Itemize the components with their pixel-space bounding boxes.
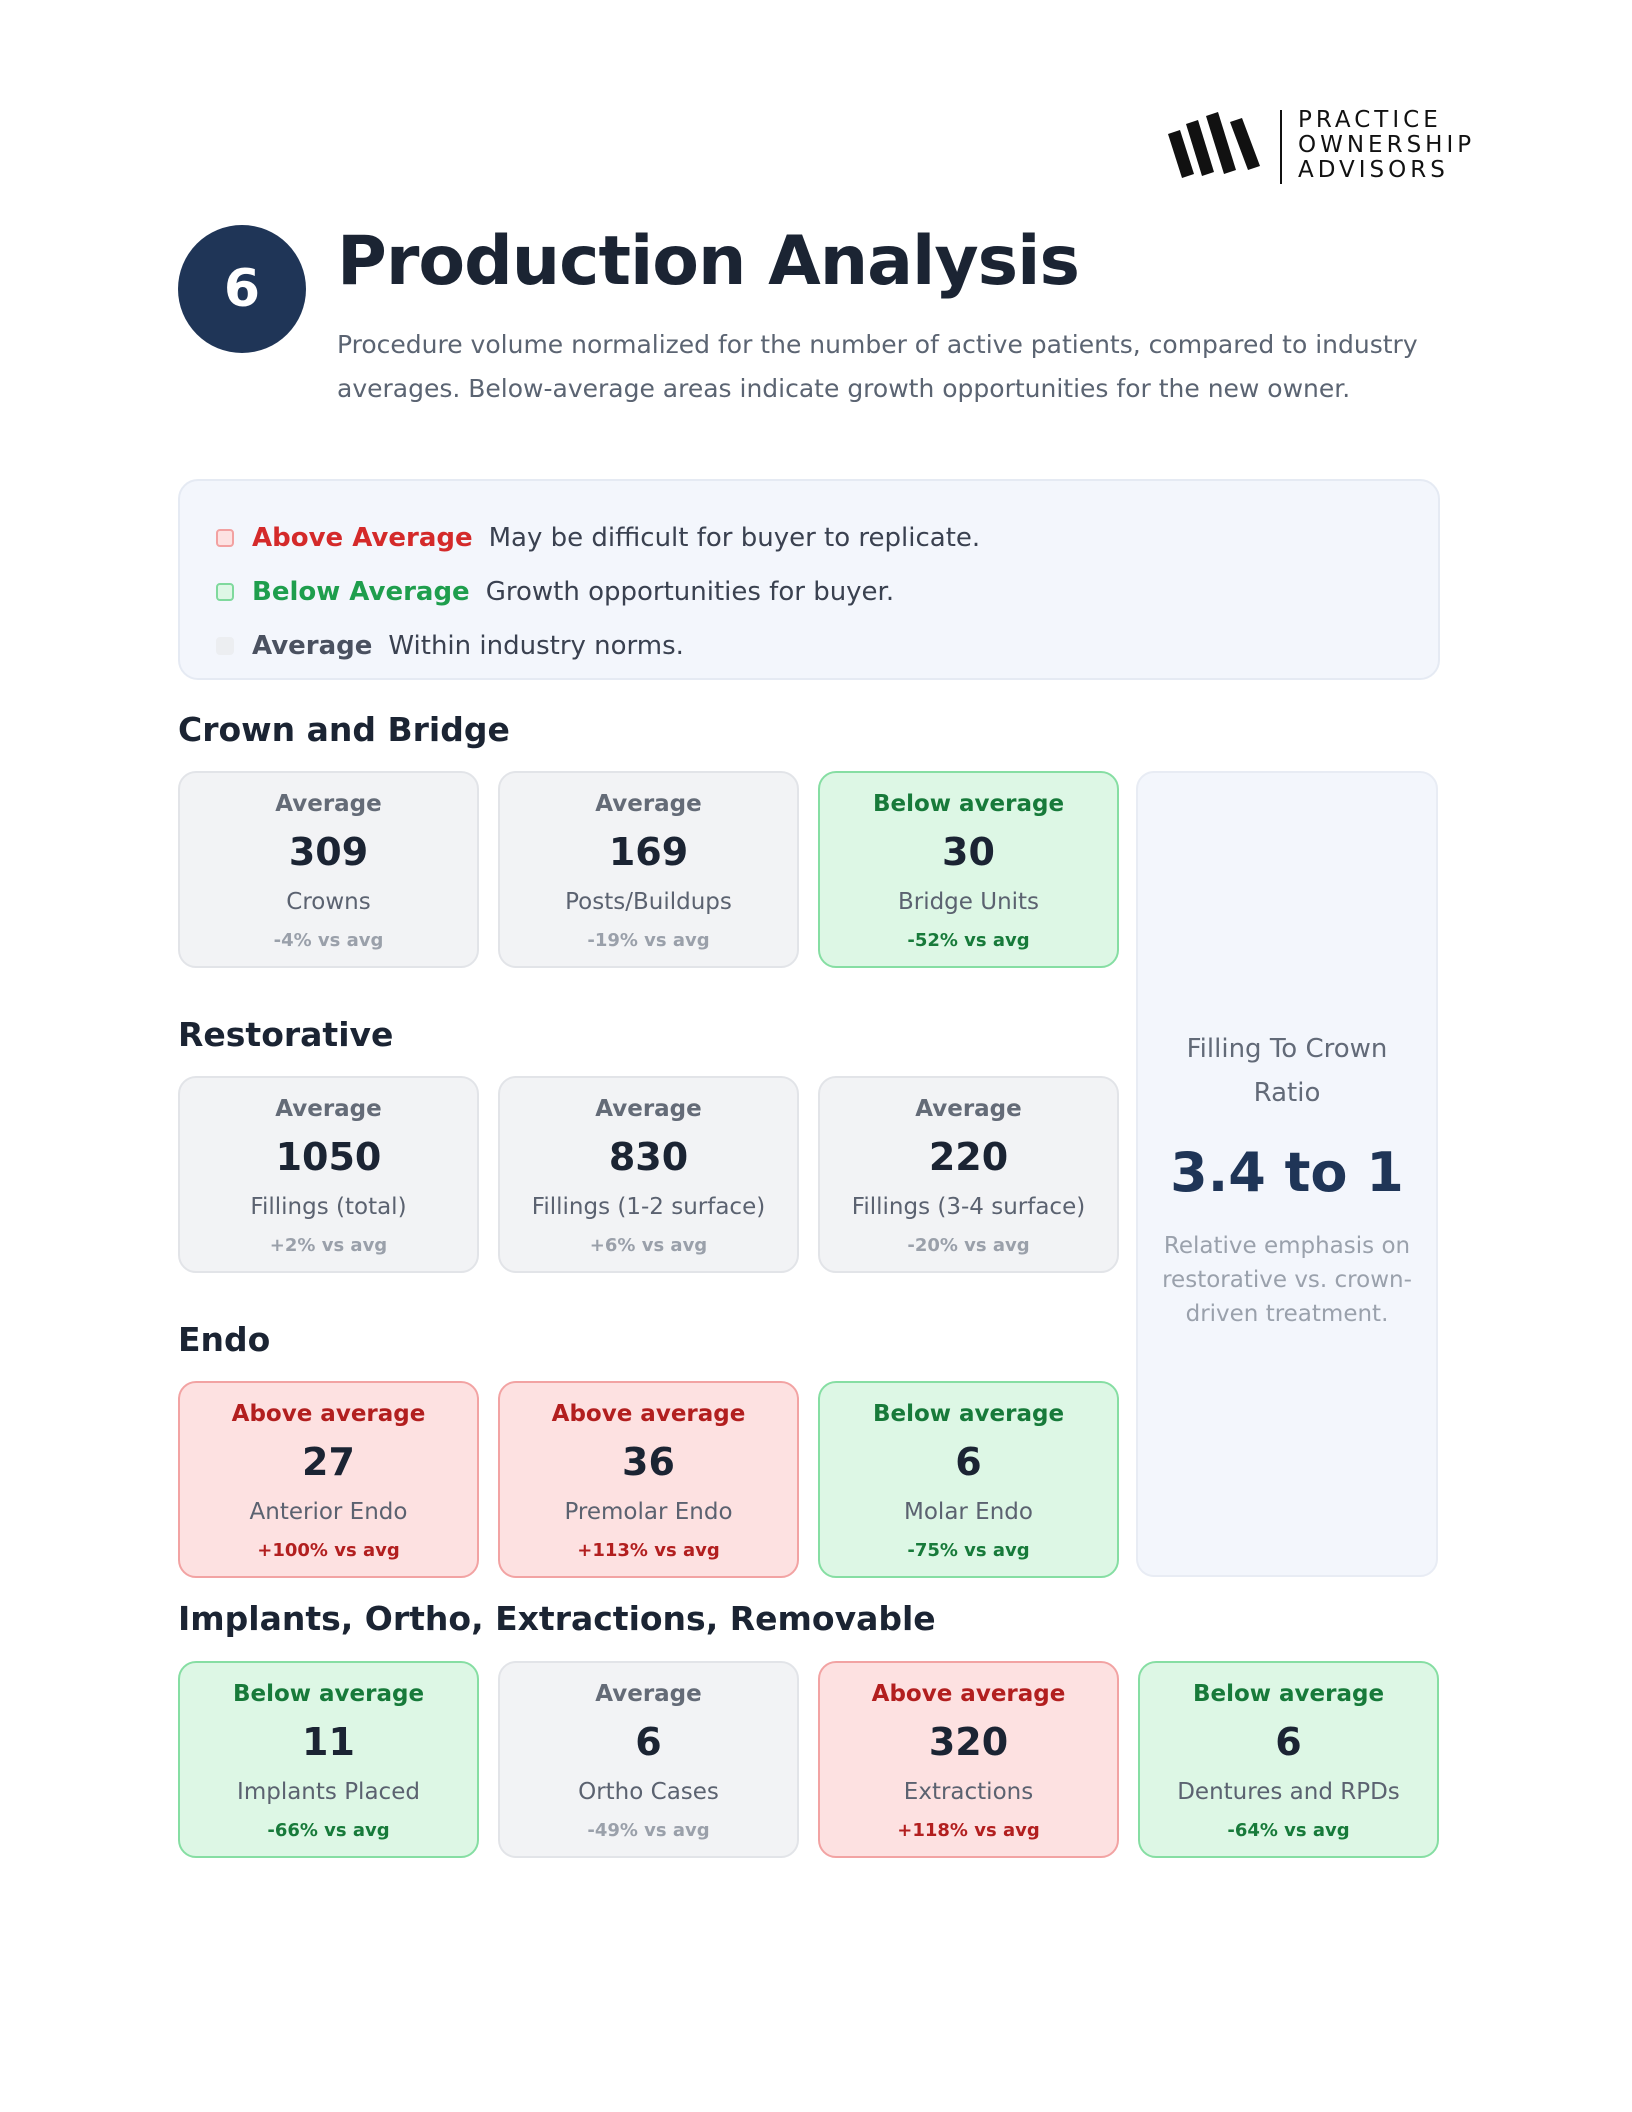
practice-ownership-advisors-logo: PRACTICE OWNERSHIP ADVISORS — [1168, 108, 1488, 186]
card-value: 830 — [608, 1135, 689, 1179]
metric-card-crowns: Average 309 Crowns -4% vs avg — [178, 771, 479, 968]
section-number-badge: 6 — [178, 225, 306, 353]
metric-card-anterior-endo: Above average 27 Anterior Endo +100% vs … — [178, 1381, 479, 1578]
card-value: 30 — [942, 830, 995, 874]
card-status: Below average — [232, 1681, 425, 1707]
logo-divider — [1280, 110, 1282, 184]
card-label: Fillings (1-2 surface) — [531, 1194, 766, 1220]
legend-item-below: Below Average Growth opportunities for b… — [216, 565, 1438, 619]
card-label: Ortho Cases — [578, 1779, 719, 1805]
card-status: Above average — [231, 1401, 426, 1427]
card-label: Dentures and RPDs — [1177, 1779, 1400, 1805]
card-status: Below average — [872, 791, 1065, 817]
below-average-swatch-icon — [216, 583, 234, 601]
legend-key: Above Average — [252, 523, 473, 553]
legend-item-average: Average Within industry norms. — [216, 619, 1438, 673]
card-value: 6 — [635, 1720, 662, 1764]
card-label: Fillings (total) — [250, 1194, 407, 1220]
metric-card-extractions: Above average 320 Extractions +118% vs a… — [818, 1661, 1119, 1858]
card-delta: -19% vs avg — [587, 930, 710, 951]
card-label: Molar Endo — [904, 1499, 1033, 1525]
card-delta: +100% vs avg — [257, 1540, 400, 1561]
card-status: Above average — [551, 1401, 746, 1427]
card-status: Above average — [871, 1681, 1066, 1707]
page-title: Production Analysis — [337, 222, 1080, 301]
card-status: Below average — [872, 1401, 1065, 1427]
card-status: Average — [595, 1681, 702, 1707]
card-value: 6 — [955, 1440, 982, 1484]
card-label: Premolar Endo — [564, 1499, 733, 1525]
card-status: Average — [595, 1096, 702, 1122]
legend-key: Below Average — [252, 577, 470, 607]
metric-card-implants-placed: Below average 11 Implants Placed -66% vs… — [178, 1661, 479, 1858]
card-label: Fillings (3-4 surface) — [851, 1194, 1086, 1220]
metric-card-molar-endo: Below average 6 Molar Endo -75% vs avg — [818, 1381, 1119, 1578]
section-heading-restorative: Restorative — [178, 1015, 394, 1054]
section-heading-crown-bridge: Crown and Bridge — [178, 710, 510, 749]
card-status: Average — [595, 791, 702, 817]
card-value: 169 — [608, 830, 689, 874]
card-delta: +118% vs avg — [897, 1820, 1040, 1841]
average-swatch-icon — [216, 637, 234, 655]
card-delta: -4% vs avg — [273, 930, 384, 951]
legend-box: Above Average May be difficult for buyer… — [178, 479, 1440, 680]
legend-description: Within industry norms. — [388, 631, 684, 661]
card-delta: -49% vs avg — [587, 1820, 710, 1841]
logo-line: PRACTICE — [1298, 107, 1442, 133]
card-label: Posts/Buildups — [565, 889, 732, 915]
card-delta: -20% vs avg — [907, 1235, 1030, 1256]
card-label: Crowns — [286, 889, 371, 915]
logo-line: OWNERSHIP — [1298, 132, 1476, 158]
card-value: 1050 — [275, 1135, 382, 1179]
card-delta: -75% vs avg — [907, 1540, 1030, 1561]
card-delta: +6% vs avg — [589, 1235, 708, 1256]
metric-card-posts-buildups: Average 169 Posts/Buildups -19% vs avg — [498, 771, 799, 968]
ratio-note: Relative emphasis on restorative vs. cro… — [1162, 1233, 1412, 1327]
legend-key: Average — [252, 631, 373, 661]
filling-to-crown-ratio-panel: Filling To Crown Ratio 3.4 to 1 Relative… — [1136, 771, 1438, 1577]
page-subtitle: Procedure volume normalized for the numb… — [337, 330, 1418, 403]
metric-card-fillings-total: Average 1050 Fillings (total) +2% vs avg — [178, 1076, 479, 1273]
logo-line: ADVISORS — [1298, 157, 1449, 183]
card-status: Below average — [1192, 1681, 1385, 1707]
legend-item-above: Above Average May be difficult for buyer… — [216, 511, 1438, 565]
legend-description: May be difficult for buyer to replicate. — [488, 523, 981, 553]
card-status: Average — [275, 1096, 382, 1122]
legend-description: Growth opportunities for buyer. — [485, 577, 895, 607]
card-status: Average — [275, 791, 382, 817]
card-value: 6 — [1275, 1720, 1302, 1764]
card-label: Bridge Units — [897, 889, 1040, 915]
card-status: Average — [915, 1096, 1022, 1122]
card-delta: -52% vs avg — [907, 930, 1030, 951]
card-delta: +2% vs avg — [269, 1235, 388, 1256]
card-delta: +113% vs avg — [577, 1540, 720, 1561]
above-average-swatch-icon — [216, 529, 234, 547]
metric-card-bridge-units: Below average 30 Bridge Units -52% vs av… — [818, 771, 1119, 968]
card-delta: -64% vs avg — [1227, 1820, 1350, 1841]
card-value: 309 — [288, 830, 369, 874]
card-value: 220 — [928, 1135, 1009, 1179]
card-label: Anterior Endo — [249, 1499, 408, 1525]
card-value: 36 — [622, 1440, 675, 1484]
logo-mark-icon — [1168, 112, 1260, 178]
section-heading-implants-ortho: Implants, Ortho, Extractions, Removable — [178, 1599, 936, 1638]
metric-card-premolar-endo: Above average 36 Premolar Endo +113% vs … — [498, 1381, 799, 1578]
card-value: 11 — [302, 1720, 355, 1764]
metric-card-ortho-cases: Average 6 Ortho Cases -49% vs avg — [498, 1661, 799, 1858]
metric-card-fillings-3-4-surface: Average 220 Fillings (3-4 surface) -20% … — [818, 1076, 1119, 1273]
metric-card-fillings-1-2-surface: Average 830 Fillings (1-2 surface) +6% v… — [498, 1076, 799, 1273]
metric-card-dentures-rpds: Below average 6 Dentures and RPDs -64% v… — [1138, 1661, 1439, 1858]
card-label: Extractions — [903, 1779, 1034, 1805]
card-delta: -66% vs avg — [267, 1820, 390, 1841]
section-heading-endo: Endo — [178, 1320, 271, 1359]
card-value: 320 — [928, 1720, 1009, 1764]
logo-wordmark: PRACTICE OWNERSHIP ADVISORS — [1298, 108, 1475, 183]
ratio-value: 3.4 to 1 — [1170, 1141, 1404, 1204]
card-value: 27 — [302, 1440, 355, 1484]
card-label: Implants Placed — [237, 1779, 420, 1805]
ratio-title: Filling To Crown Ratio — [1186, 1034, 1388, 1108]
